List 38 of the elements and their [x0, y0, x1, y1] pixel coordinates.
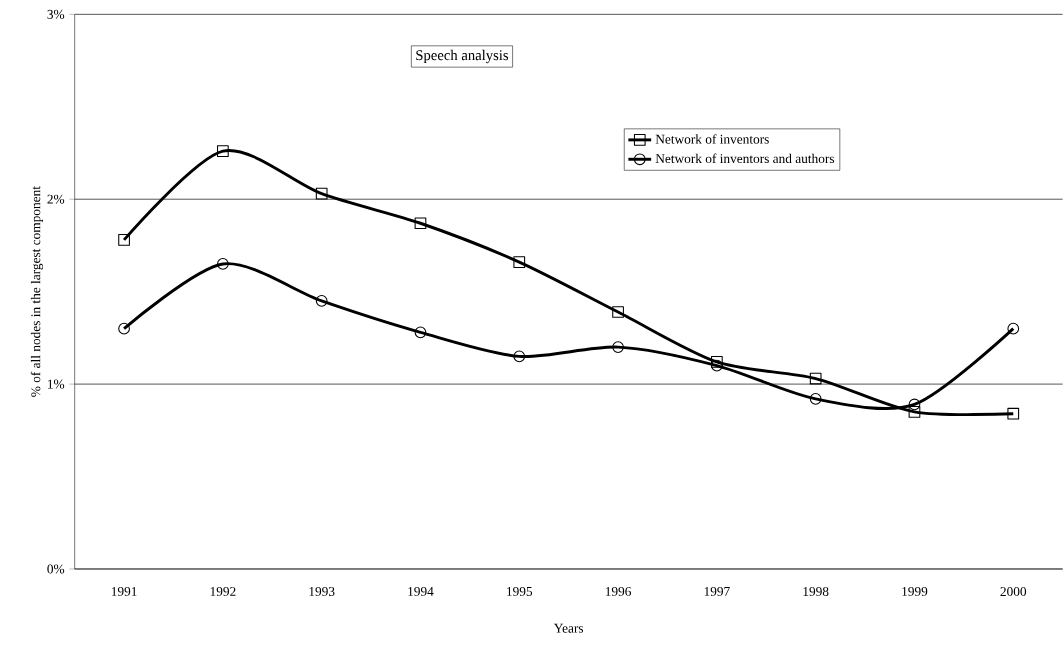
- point: [513, 350, 526, 363]
- point: [809, 372, 822, 385]
- y-axis-title: % of all nodes in the largest component: [30, 186, 44, 397]
- point: [217, 258, 229, 270]
- point: [809, 393, 822, 405]
- x-axis-title: Years: [553, 623, 584, 633]
- point: [908, 398, 921, 411]
- x-tick-label: 1998: [803, 587, 829, 597]
- point: [1007, 322, 1020, 335]
- point: [710, 356, 723, 368]
- point: [315, 187, 328, 200]
- y-tick-label: 0%: [47, 564, 65, 574]
- x-tick-label: 1991: [111, 587, 137, 596]
- point: [908, 405, 921, 418]
- point: [414, 326, 427, 339]
- point: [118, 322, 130, 335]
- x-tick-label: 1993: [309, 587, 335, 596]
- x-tick-label: 1999: [902, 587, 928, 596]
- x-tick-label: 1996: [605, 587, 632, 596]
- point: [414, 217, 427, 230]
- point: [513, 256, 526, 268]
- point: [612, 306, 624, 318]
- text: Speech analysis: [416, 49, 509, 64]
- point: [1007, 407, 1020, 420]
- point: [217, 145, 229, 158]
- x-tick-label: 1997: [704, 587, 730, 596]
- legend-label: Network of inventors and authors: [655, 153, 835, 164]
- point: [315, 295, 328, 307]
- x-tick-label: 1995: [507, 587, 533, 596]
- legend-label: Network of inventors: [655, 134, 769, 144]
- x-tick-label: 1994: [408, 587, 434, 596]
- y-tick-label: 2%: [47, 194, 65, 204]
- x-tick-label: 2000: [1000, 587, 1027, 597]
- x-tick-label: 1992: [210, 587, 236, 596]
- y-tick-label: 3%: [47, 9, 65, 19]
- point: [118, 234, 130, 246]
- point: [612, 341, 624, 353]
- y-tick-label: 1%: [48, 379, 65, 389]
